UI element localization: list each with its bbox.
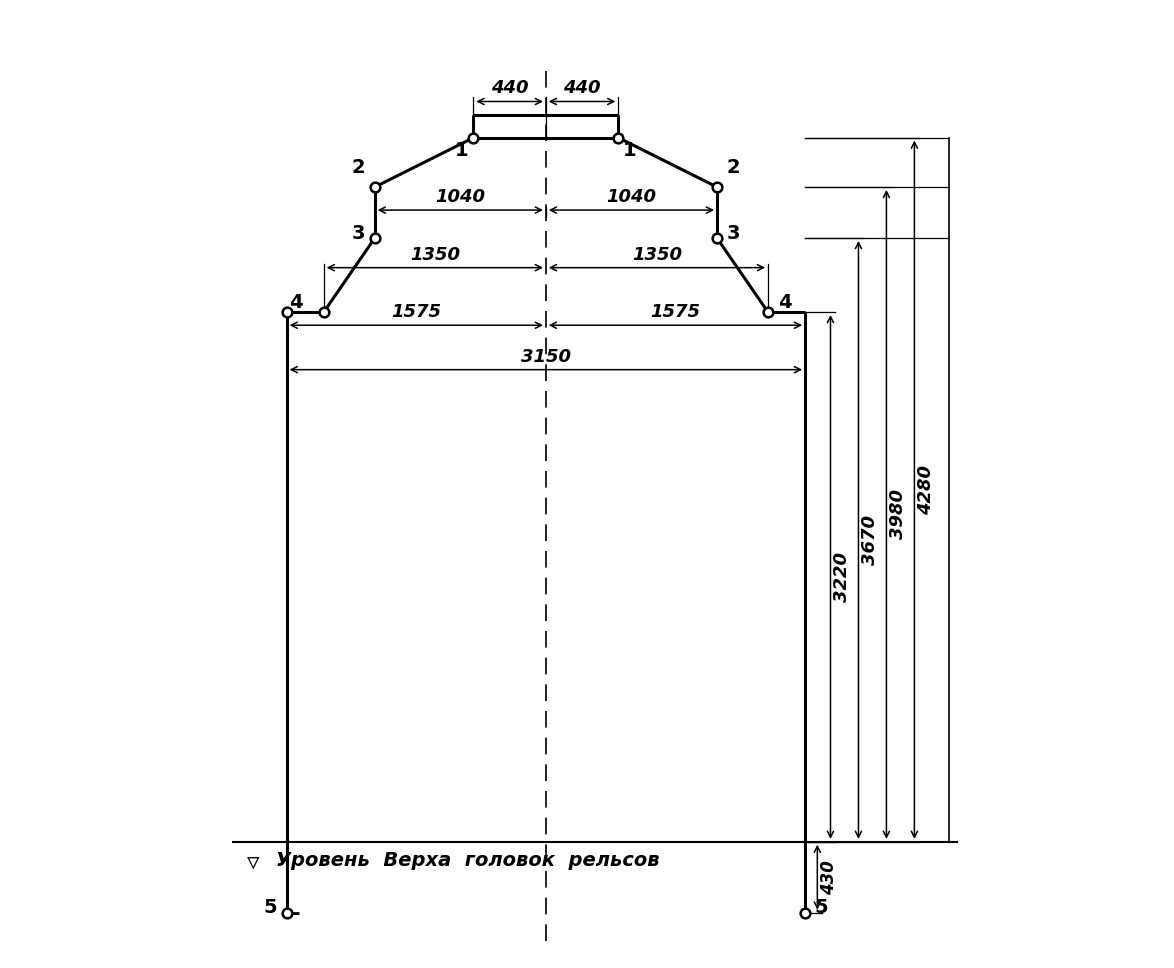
Text: 1350: 1350 <box>632 246 682 263</box>
Text: 2: 2 <box>351 158 365 177</box>
Text: 4: 4 <box>778 292 791 312</box>
Text: 5: 5 <box>815 898 829 917</box>
Text: 1575: 1575 <box>391 303 441 321</box>
Text: $\triangledown$: $\triangledown$ <box>245 851 261 875</box>
Text: 1040: 1040 <box>607 188 656 206</box>
Text: 3980: 3980 <box>890 490 908 539</box>
Text: 1: 1 <box>454 141 468 160</box>
Text: 440: 440 <box>491 78 528 97</box>
Text: 5: 5 <box>263 898 277 917</box>
Text: 3220: 3220 <box>834 552 851 602</box>
Text: 3: 3 <box>351 224 365 243</box>
Text: 1040: 1040 <box>436 188 485 206</box>
Text: 3150: 3150 <box>521 348 571 366</box>
Text: 1575: 1575 <box>650 303 701 321</box>
Text: 3: 3 <box>727 224 741 243</box>
Text: 440: 440 <box>564 78 601 97</box>
Text: 430: 430 <box>819 860 838 894</box>
Text: 3670: 3670 <box>862 515 879 565</box>
Text: 2: 2 <box>727 158 741 177</box>
Text: 4280: 4280 <box>917 465 936 515</box>
Text: 1: 1 <box>623 141 636 160</box>
Text: Уровень  Верха  головок  рельсов: Уровень Верха головок рельсов <box>276 851 660 870</box>
Text: 4: 4 <box>289 292 303 312</box>
Text: 1350: 1350 <box>410 246 460 263</box>
